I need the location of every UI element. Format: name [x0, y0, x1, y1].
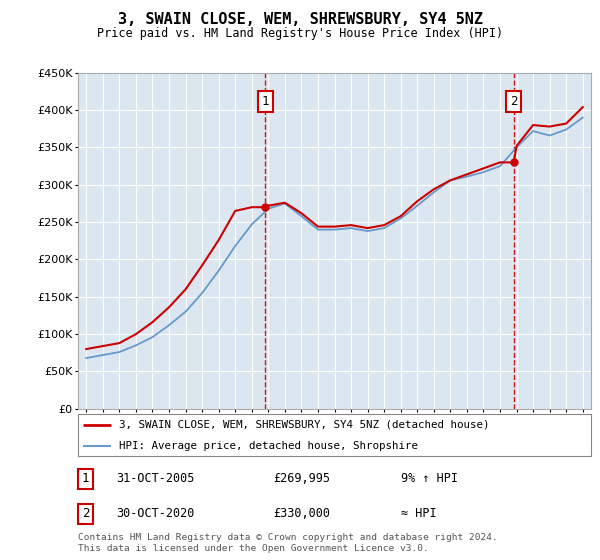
- Text: HPI: Average price, detached house, Shropshire: HPI: Average price, detached house, Shro…: [119, 441, 418, 451]
- Text: 30-OCT-2020: 30-OCT-2020: [116, 507, 195, 520]
- Text: 2: 2: [82, 507, 89, 520]
- Text: £269,995: £269,995: [273, 472, 330, 486]
- Text: £330,000: £330,000: [273, 507, 330, 520]
- Text: ≈ HPI: ≈ HPI: [401, 507, 437, 520]
- Text: 3, SWAIN CLOSE, WEM, SHREWSBURY, SY4 5NZ: 3, SWAIN CLOSE, WEM, SHREWSBURY, SY4 5NZ: [118, 12, 482, 27]
- Text: Contains HM Land Registry data © Crown copyright and database right 2024.
This d: Contains HM Land Registry data © Crown c…: [78, 533, 498, 553]
- Text: 9% ↑ HPI: 9% ↑ HPI: [401, 472, 458, 486]
- Text: Price paid vs. HM Land Registry's House Price Index (HPI): Price paid vs. HM Land Registry's House …: [97, 27, 503, 40]
- Text: 1: 1: [82, 472, 89, 486]
- Text: 2: 2: [510, 95, 517, 108]
- Text: 1: 1: [262, 95, 269, 108]
- Text: 31-OCT-2005: 31-OCT-2005: [116, 472, 195, 486]
- Text: 3, SWAIN CLOSE, WEM, SHREWSBURY, SY4 5NZ (detached house): 3, SWAIN CLOSE, WEM, SHREWSBURY, SY4 5NZ…: [119, 420, 490, 430]
